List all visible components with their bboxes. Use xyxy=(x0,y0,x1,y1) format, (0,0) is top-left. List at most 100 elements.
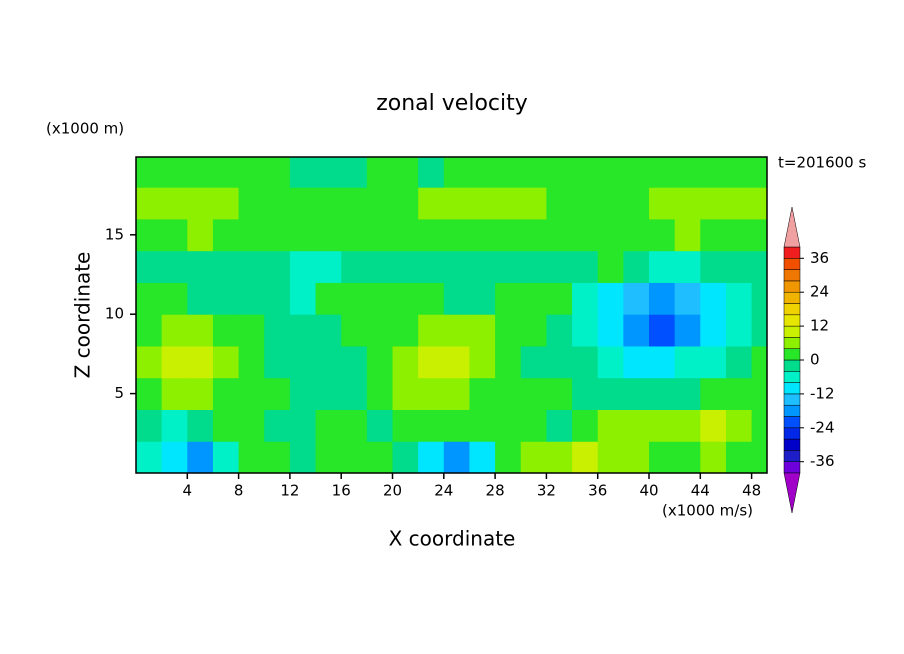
field-cell xyxy=(418,345,445,379)
field-cell xyxy=(238,441,265,473)
field-cell xyxy=(136,441,163,473)
x-tick-label: 12 xyxy=(280,482,299,500)
field-cell xyxy=(187,377,214,410)
field-cell xyxy=(546,157,573,188)
field-cell xyxy=(597,157,624,188)
colorbar-band xyxy=(783,416,801,429)
y-tick-label: 5 xyxy=(114,384,124,402)
field-cell xyxy=(725,441,753,473)
field-cell xyxy=(264,187,291,220)
field-cell xyxy=(289,377,317,410)
field-cell xyxy=(238,282,265,315)
field-cell xyxy=(495,250,522,283)
field-cell xyxy=(161,157,188,188)
field-cell xyxy=(495,377,522,410)
field-cell xyxy=(289,314,317,347)
field-cell xyxy=(674,409,701,442)
field-cell xyxy=(443,409,470,442)
field-cell xyxy=(264,409,291,442)
field-cell xyxy=(264,282,291,315)
field-cell xyxy=(751,187,767,220)
field-cell xyxy=(572,345,599,379)
field-cell xyxy=(443,282,470,315)
field-cell xyxy=(751,250,767,283)
field-cell xyxy=(469,314,496,347)
field-cell xyxy=(366,250,394,283)
field-cell xyxy=(392,314,419,347)
field-cell xyxy=(674,377,701,410)
field-cell xyxy=(751,345,767,379)
y-tick-label: 10 xyxy=(105,305,124,323)
field-cell xyxy=(572,409,599,442)
colorbar-band xyxy=(783,291,801,304)
field-cell xyxy=(495,409,522,442)
field-cell xyxy=(751,441,767,473)
field-cell xyxy=(469,441,496,473)
field-cell xyxy=(572,157,599,188)
field-cell xyxy=(546,250,573,283)
field-cell xyxy=(623,314,650,347)
field-cell xyxy=(238,409,265,442)
x-tick-label: 40 xyxy=(639,482,658,500)
colorbar-tick-label: -12 xyxy=(810,384,835,402)
colorbar-band xyxy=(783,404,801,417)
field-cell xyxy=(725,345,753,379)
field-cell xyxy=(238,250,265,283)
field-cell xyxy=(289,409,317,442)
field-cell xyxy=(161,409,188,442)
x-tick-label: 48 xyxy=(742,482,761,500)
field-cell xyxy=(700,282,727,315)
field-cell xyxy=(751,282,767,315)
field-cell xyxy=(649,218,676,252)
field-cell xyxy=(623,218,650,252)
field-cell xyxy=(341,250,368,283)
field-cell xyxy=(469,187,496,220)
field-cell xyxy=(238,187,265,220)
field-cell xyxy=(443,377,470,410)
field-cell xyxy=(418,250,445,283)
field-cell xyxy=(751,218,767,252)
field-cell xyxy=(649,409,676,442)
field-cell xyxy=(469,218,496,252)
field-cell xyxy=(341,409,368,442)
field-cell xyxy=(597,250,624,283)
field-cell xyxy=(418,187,445,220)
field-cell xyxy=(674,441,701,473)
field-cell xyxy=(725,314,753,347)
field-cell xyxy=(469,377,496,410)
field-cell xyxy=(187,187,214,220)
field-cell xyxy=(289,441,317,473)
x-tick-label: 8 xyxy=(234,482,244,500)
field-cell xyxy=(649,314,676,347)
colorbar-band xyxy=(783,450,801,462)
colorbar-band xyxy=(783,438,801,451)
field-cell xyxy=(392,345,419,379)
field-cell xyxy=(315,314,342,347)
field-cell xyxy=(212,187,240,220)
field-cell xyxy=(520,441,547,473)
colorbar-band xyxy=(783,427,801,440)
field-cell xyxy=(443,187,470,220)
field-cell xyxy=(674,345,701,379)
field-cell xyxy=(546,345,573,379)
field-cell xyxy=(751,314,767,347)
field-cell xyxy=(136,377,163,410)
field-cell xyxy=(649,250,676,283)
field-cell xyxy=(700,218,727,252)
colorbar-band xyxy=(783,314,801,327)
colorbar-band xyxy=(783,337,801,349)
field-cell xyxy=(289,187,317,220)
field-cell xyxy=(725,218,753,252)
colorbar-band xyxy=(783,461,801,474)
field-cell xyxy=(597,345,624,379)
colorbar-band xyxy=(783,325,801,338)
field-cell xyxy=(443,250,470,283)
field-cell xyxy=(546,409,573,442)
field-cell xyxy=(623,282,650,315)
field-cell xyxy=(341,218,368,252)
field-cell xyxy=(187,441,214,473)
field-cell xyxy=(212,282,240,315)
field-cell xyxy=(546,187,573,220)
field-cell xyxy=(289,250,317,283)
